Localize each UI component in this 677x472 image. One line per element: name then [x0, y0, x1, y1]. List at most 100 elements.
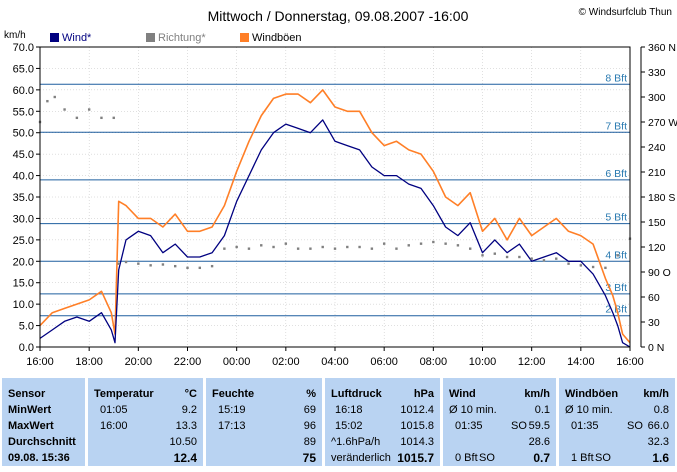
panel-feuchte: Feuchte% 15:19 69 17:13 96 89 75	[206, 378, 322, 466]
richtung-point	[456, 244, 460, 247]
boeen-min-val: 0.8	[653, 404, 669, 416]
boeen-now-val: 1.6	[652, 451, 669, 465]
bft-label: 4 Bft	[605, 249, 627, 261]
druck-now-label: veränderlich	[331, 452, 391, 464]
label-max: MaxWert	[8, 420, 54, 432]
richtung-point	[432, 240, 435, 244]
header-temperatur: Temperatur	[94, 388, 154, 400]
x-tick-label: 00:00	[223, 356, 251, 368]
richtung-point	[149, 264, 152, 267]
richtung-point	[591, 265, 595, 269]
wind-min-val: 0.1	[534, 404, 550, 416]
panel-wind: Wind km/h Ø 10 min. 0.1 01:35 SO 59.5 28.6 0…	[443, 378, 556, 466]
y-right-tick-label: 330	[648, 67, 666, 79]
x-tick-label: 16:00	[616, 356, 644, 368]
richtung-point	[309, 247, 312, 250]
y-left-tick-label: 45.0	[13, 149, 34, 161]
richtung-point	[530, 257, 533, 260]
y-left-tick-label: 20.0	[13, 256, 34, 268]
richtung-point	[370, 247, 374, 250]
feuchte-max-time: 17:13	[218, 420, 246, 432]
unit-feuchte: %	[306, 388, 316, 400]
y-right-tick-label: 30	[648, 317, 660, 329]
wind-min-label: Ø 10 min.	[449, 404, 497, 416]
richtung-point	[358, 245, 361, 249]
x-tick-label: 08:00	[420, 356, 448, 368]
bft-label: 8 Bft	[605, 72, 627, 84]
y-left-tick-label: 50.0	[13, 128, 34, 140]
feuchte-min-time: 15:19	[218, 404, 246, 416]
unit-luftdruck: hPa	[413, 388, 434, 400]
feuchte-max-val: 96	[303, 420, 316, 432]
legend-swatch-wind	[50, 33, 59, 42]
richtung-point	[284, 242, 288, 245]
richtung-point	[419, 242, 423, 245]
legend-swatch-boeen	[240, 33, 249, 42]
panel-sensor: Sensor MinWert MaxWert Durchschnitt 09.0…	[2, 378, 85, 466]
druck-min-time: 16:18	[335, 404, 363, 416]
label-min: MinWert	[8, 404, 52, 416]
boeen-min-label: Ø 10 min.	[565, 404, 613, 416]
richtung-point	[407, 244, 410, 247]
richtung-point	[247, 247, 251, 250]
feuchte-min-val: 69	[303, 404, 316, 416]
header-feuchte: Feuchte	[212, 388, 255, 400]
boeen-now-dir: SO	[595, 452, 611, 464]
x-tick-label: 12:00	[518, 356, 546, 368]
wind-max-dir: SO	[511, 420, 527, 432]
axis-labels: 0.0 5.0 10.0 15.0 20.0 25.0 30.0 35.0 40.0 45.0 50…	[13, 42, 677, 368]
richtung-point	[161, 263, 165, 266]
druck-trend: ^1.6hPa/h	[331, 436, 381, 448]
druck-max-val: 1015.8	[400, 420, 434, 432]
y-right-tick-label: 270 W	[648, 117, 677, 129]
boeen-max-val: 66.0	[647, 420, 669, 432]
richtung-point	[395, 247, 398, 250]
y-left-tick-label: 40.0	[13, 171, 34, 183]
richtung-point	[112, 116, 115, 120]
y-right-tick-label: 60	[648, 292, 660, 304]
unit-wind: km/h	[524, 388, 550, 400]
richtung-point	[117, 262, 120, 265]
legend-label-wind: Wind*	[62, 32, 92, 44]
richtung-point	[321, 245, 324, 249]
richtung-point	[333, 247, 337, 250]
richtung-point	[346, 245, 349, 249]
y-right-tick-label: 150	[648, 217, 666, 229]
y-right-tick-label: 300	[648, 92, 666, 104]
x-tick-label: 04:00	[321, 356, 349, 368]
wind-series-line	[39, 119, 631, 348]
wind-now-bft: 0 Bft	[455, 452, 478, 464]
richtung-point	[223, 247, 226, 250]
y-left-tick-label: 30.0	[13, 213, 34, 225]
y-left-tick-label: 60.0	[13, 85, 34, 97]
richtung-point	[137, 262, 140, 265]
richtung-point	[579, 264, 583, 267]
series-layer	[38, 89, 632, 348]
richtung-point	[296, 247, 300, 250]
label-avg: Durchschnitt	[8, 436, 76, 448]
richtung-point	[75, 116, 79, 120]
header-windboeen: Windböen	[565, 388, 619, 400]
y-left-unit: km/h	[4, 30, 26, 41]
wind-max-val: 59.5	[528, 420, 550, 432]
x-tick-label: 14:00	[567, 356, 595, 368]
chart-title: Mittwoch / Donnerstag, 09.08.2007 -16:00	[208, 8, 469, 24]
wind-avg-val: 28.6	[528, 436, 550, 448]
unit-windboeen: km/h	[643, 388, 669, 400]
legend-label-boeen: Windböen	[252, 32, 302, 44]
copyright-text: © Windsurfclub Thun	[579, 7, 672, 18]
y-left-tick-label: 0.0	[19, 342, 34, 354]
temp-now-val: 12.4	[173, 451, 197, 465]
richtung-point	[87, 108, 91, 111]
y-right-tick-label: 360 N	[648, 42, 676, 54]
richtung-point	[469, 247, 472, 250]
panel-temperatur: Temperatur °C 01:05 9.2 16:00 13.3 10.50 12…	[88, 378, 203, 466]
x-tick-label: 18:00	[75, 356, 103, 368]
x-tick-label: 16:00	[26, 356, 54, 368]
richtung-point	[63, 108, 66, 111]
feuchte-now-val: 75	[302, 451, 316, 465]
richtung-point	[567, 262, 570, 265]
label-now: 09.08. 15:36	[8, 452, 70, 464]
legend-swatch-richtung	[146, 33, 155, 42]
boeen-max-dir: SO	[627, 420, 643, 432]
